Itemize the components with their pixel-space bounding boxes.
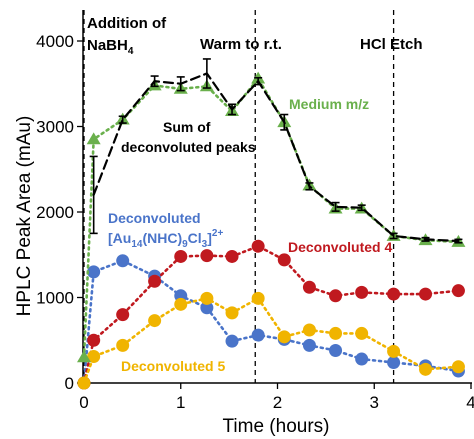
point-2-2 bbox=[116, 254, 130, 268]
point-1-0 bbox=[77, 350, 91, 363]
label-sum-line2: deconvoluted peaks bbox=[121, 139, 256, 155]
point-3-5 bbox=[200, 249, 214, 263]
point-2-10 bbox=[329, 344, 343, 358]
point-4-9 bbox=[302, 323, 316, 337]
point-4-10 bbox=[329, 326, 343, 340]
label-decon4: Deconvoluted 4 bbox=[288, 239, 392, 255]
au-sub3: 3 bbox=[202, 239, 208, 250]
label-decon-au-line2: [Au14(NHC)9Cl3]2+ bbox=[108, 228, 223, 250]
y-tick-label-1: 1000 bbox=[36, 289, 74, 308]
point-3-7 bbox=[251, 239, 265, 253]
au-d: ] bbox=[207, 230, 212, 246]
y-axis-title: HPLC Peak Area (mAu) bbox=[14, 116, 35, 317]
point-4-4 bbox=[174, 297, 188, 311]
series-0 bbox=[89, 58, 463, 244]
series-4 bbox=[77, 291, 465, 390]
point-3-11 bbox=[355, 285, 369, 299]
y-tick-label-0: 0 bbox=[65, 374, 74, 393]
point-4-0 bbox=[77, 376, 91, 390]
series-line-0 bbox=[92, 72, 460, 243]
x-tick-label-2: 2 bbox=[273, 393, 282, 412]
event-label-addition-line1: Addition of bbox=[87, 15, 167, 32]
point-4-8 bbox=[277, 330, 291, 344]
x-tick-label-4: 4 bbox=[466, 393, 474, 412]
point-3-3 bbox=[148, 274, 162, 288]
point-3-10 bbox=[329, 289, 343, 303]
label-decon5: Deconvoluted 5 bbox=[121, 358, 225, 374]
point-3-2 bbox=[116, 308, 130, 322]
series-line-3 bbox=[82, 244, 460, 385]
event-label-addition-main: NaBH bbox=[87, 37, 128, 54]
series-3 bbox=[77, 239, 465, 390]
point-4-1 bbox=[87, 349, 101, 363]
label-decon-au-line1: Deconvoluted bbox=[108, 210, 201, 226]
label-sum-line1: Sum of bbox=[163, 119, 211, 135]
series-line-1 bbox=[82, 76, 460, 359]
point-2-11 bbox=[355, 352, 369, 366]
event-label-addition-sub: 4 bbox=[128, 46, 134, 57]
point-3-1 bbox=[87, 333, 101, 347]
au-b: (NHC) bbox=[142, 230, 182, 246]
point-4-5 bbox=[200, 291, 214, 305]
label-medium: Medium m/z bbox=[289, 96, 369, 112]
x-tick-label-3: 3 bbox=[370, 393, 379, 412]
x-axis-title: Time (hours) bbox=[223, 416, 330, 437]
event-label-warm: Warm to r.t. bbox=[200, 36, 282, 53]
point-4-11 bbox=[355, 326, 369, 340]
point-3-4 bbox=[174, 249, 188, 263]
point-4-2 bbox=[116, 338, 130, 352]
point-3-6 bbox=[225, 249, 239, 263]
au-sup: 2+ bbox=[212, 228, 224, 239]
x-tick-label-0: 0 bbox=[79, 393, 88, 412]
point-4-13 bbox=[419, 362, 433, 376]
series-layer bbox=[77, 58, 466, 390]
point-3-13 bbox=[419, 287, 433, 301]
point-2-9 bbox=[302, 338, 316, 352]
point-4-12 bbox=[387, 344, 401, 358]
point-2-6 bbox=[225, 334, 239, 348]
point-4-7 bbox=[251, 291, 265, 305]
au-a: [Au bbox=[108, 230, 131, 246]
point-2-1 bbox=[87, 265, 101, 279]
point-2-5 bbox=[200, 301, 214, 315]
event-label-addition-line2: NaBH4 bbox=[87, 37, 134, 57]
point-3-12 bbox=[387, 287, 401, 301]
event-label-hcl: HCl Etch bbox=[360, 36, 423, 53]
point-2-7 bbox=[251, 328, 265, 342]
au-c: Cl bbox=[188, 230, 202, 246]
y-tick-label-3: 3000 bbox=[36, 118, 74, 137]
au-sub2: 9 bbox=[182, 239, 188, 250]
point-1-1 bbox=[86, 132, 101, 145]
x-tick-label-1: 1 bbox=[176, 393, 185, 412]
y-tick-label-2: 2000 bbox=[36, 203, 74, 222]
point-3-14 bbox=[451, 284, 465, 298]
y-tick-label-4: 4000 bbox=[36, 32, 74, 51]
axes: 0 1000 2000 3000 4000 0 1 2 3 4 bbox=[36, 10, 474, 412]
point-4-6 bbox=[225, 306, 239, 320]
point-3-8 bbox=[277, 253, 291, 267]
point-4-3 bbox=[148, 314, 162, 328]
event-lines bbox=[83, 10, 395, 383]
point-3-9 bbox=[302, 280, 316, 294]
au-sub1: 14 bbox=[131, 239, 143, 250]
point-2-12 bbox=[387, 355, 401, 369]
point-4-14 bbox=[451, 360, 465, 374]
